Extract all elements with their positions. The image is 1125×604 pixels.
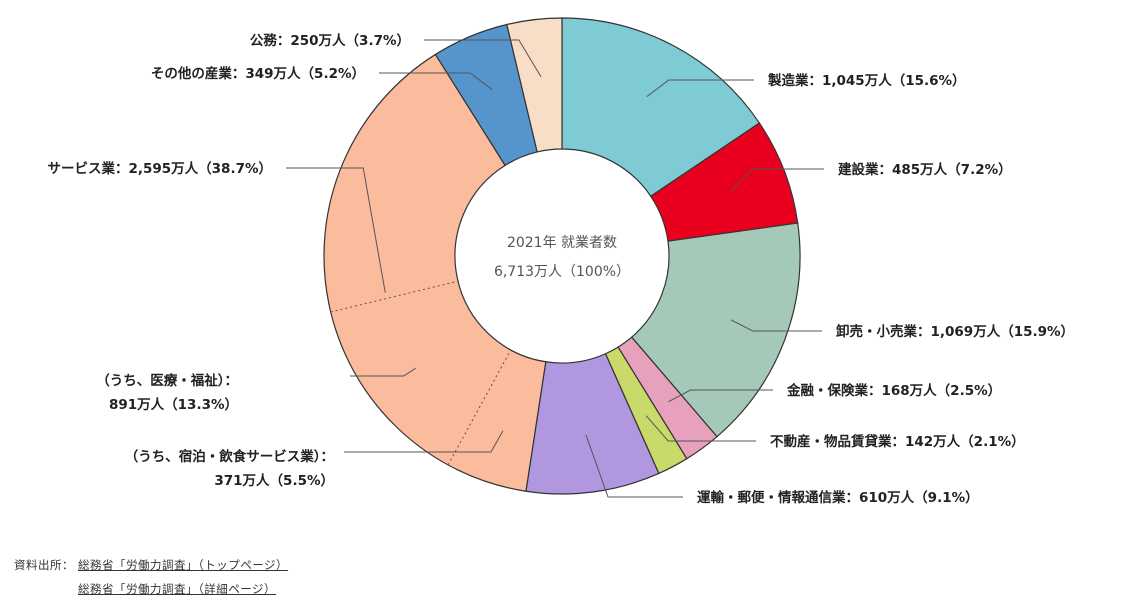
source-link-detail[interactable]: 総務省「労働力調査」（詳細ページ） xyxy=(78,582,277,596)
leader-iryo xyxy=(350,367,416,377)
chart-sub-dividers xyxy=(330,280,512,466)
leader-oroshi xyxy=(730,319,822,332)
label-shukuhaku-line1: （うち、宿泊・飲食サービス業）： xyxy=(125,448,334,465)
label-fudosan: 不動産・物品賃貸業：142万人（2.1%） xyxy=(770,433,1025,450)
label-iryo-line1: （うち、医療・福祉）： xyxy=(96,372,238,389)
label-shukuhaku-line2: 371万人（5.5%） xyxy=(214,473,334,489)
label-sonota: その他の産業：349万人（5.2%） xyxy=(151,65,365,82)
divider-shukuhaku xyxy=(447,349,512,466)
chart-slices xyxy=(323,17,801,495)
leader-service xyxy=(286,167,386,293)
label-iryo-line2: 891万人（13.3%） xyxy=(109,397,238,413)
label-kinyu: 金融・保険業：168万人（2.5%） xyxy=(786,382,1001,399)
label-service: サービス業：2,595万人（38.7%） xyxy=(47,160,272,177)
label-kensetsu: 建設業：485万人（7.2%） xyxy=(837,161,1012,178)
donut-chart: 製造業：1,045万人（15.6%） 建設業：485万人（7.2%） 卸売・小売業：… xyxy=(47,17,1074,506)
slice-oroshi xyxy=(630,222,801,438)
label-komu: 公務：250万人（3.7%） xyxy=(250,32,410,49)
leader-kensetsu xyxy=(730,168,824,192)
leader-fudosan xyxy=(645,415,756,442)
chart-labels: 製造業：1,045万人（15.6%） 建設業：485万人（7.2%） 卸売・小売業：… xyxy=(47,32,1074,506)
label-oroshi: 卸売・小売業：1,069万人（15.9%） xyxy=(836,323,1074,340)
source-prefix: 資料出所： xyxy=(14,558,74,572)
leader-unyu xyxy=(585,434,683,498)
leader-shukuhaku xyxy=(344,430,504,453)
divider-iryo xyxy=(330,280,459,313)
leader-seizo xyxy=(646,79,754,98)
label-unyu: 運輸・郵便・情報通信業：610万人（9.1%） xyxy=(697,489,979,506)
slice-komu xyxy=(506,17,563,153)
source-note: 資料出所： 総務省「労働力調査」（トップページ） 総務省「労働力調査」（詳細ページ… xyxy=(14,556,288,604)
chart-leader-lines xyxy=(286,39,824,498)
source-link-top[interactable]: 総務省「労働力調査」（トップページ） xyxy=(78,558,289,572)
leader-komu xyxy=(424,39,542,77)
slice-service xyxy=(323,53,547,492)
label-seizo: 製造業：1,045万人（15.6%） xyxy=(767,72,966,89)
center-title: 2021年 就業者数 xyxy=(507,235,617,251)
slice-seizo xyxy=(561,17,761,198)
leader-kinyu xyxy=(668,389,773,403)
leader-sonota xyxy=(379,72,493,90)
center-total: 6,713万人（100%） xyxy=(494,264,630,280)
